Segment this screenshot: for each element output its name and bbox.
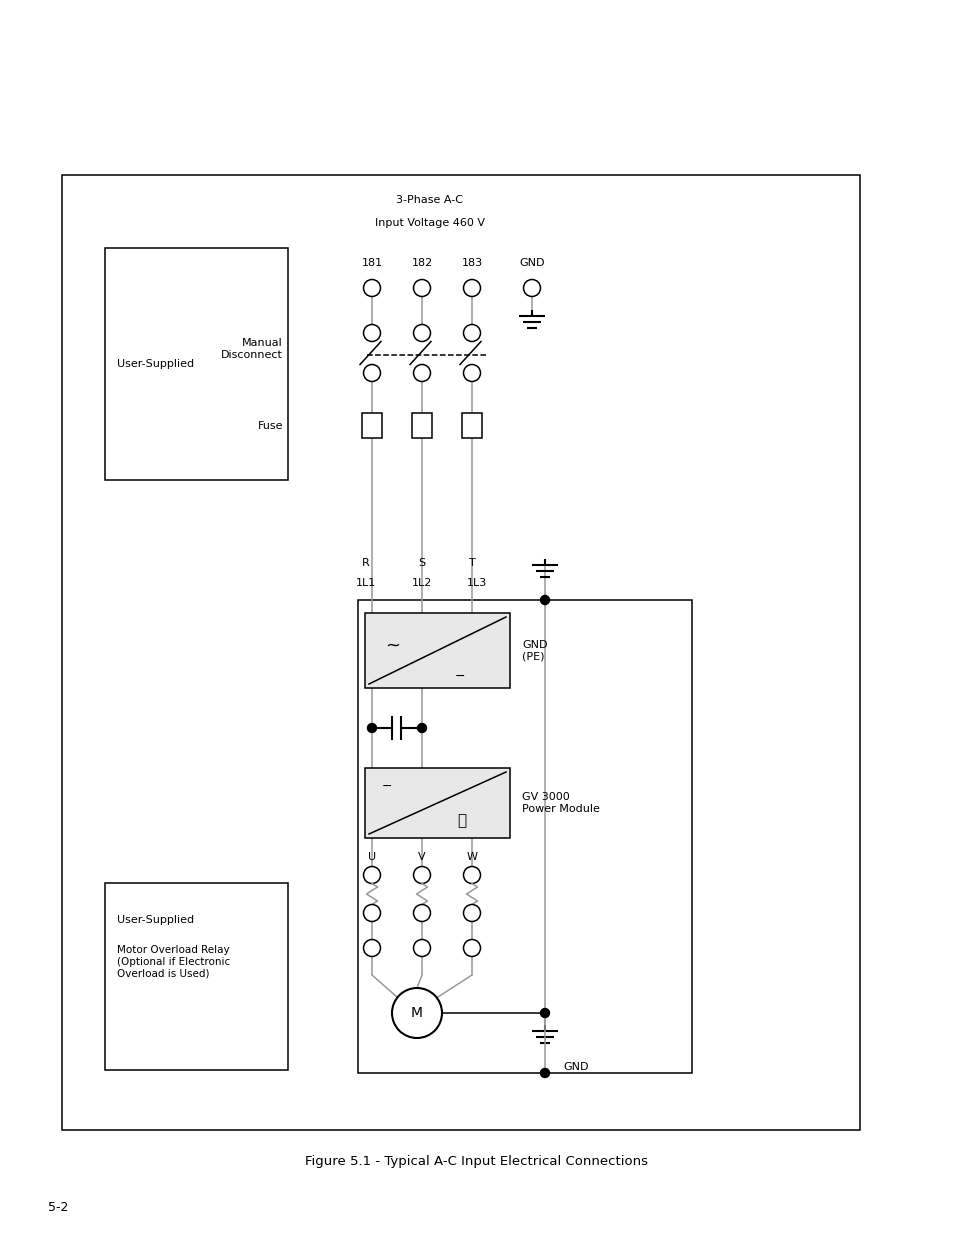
Bar [105, 248, 288, 480]
Circle shape [540, 1009, 549, 1018]
Circle shape [413, 279, 430, 296]
Circle shape [463, 904, 480, 921]
Circle shape [363, 904, 380, 921]
Text: 182: 182 [411, 258, 432, 268]
Text: 1L1: 1L1 [355, 578, 375, 588]
Text: −: − [381, 779, 392, 793]
Text: M: M [411, 1007, 422, 1020]
Text: Motor Overload Relay
(Optional if Electronic
Overload is Used): Motor Overload Relay (Optional if Electr… [117, 945, 230, 978]
Circle shape [363, 940, 380, 956]
Bar [365, 613, 510, 688]
Bar [365, 768, 510, 839]
Text: GND: GND [518, 258, 544, 268]
Text: 1L3: 1L3 [466, 578, 487, 588]
Text: ~: ~ [385, 637, 400, 655]
Text: Manual
Disconnect: Manual Disconnect [221, 338, 283, 359]
Text: User-Supplied: User-Supplied [117, 915, 193, 925]
Circle shape [413, 325, 430, 342]
Bar [357, 600, 691, 1073]
Text: Figure 5.1 - Typical A-C Input Electrical Connections: Figure 5.1 - Typical A-C Input Electrica… [305, 1155, 648, 1167]
Circle shape [463, 940, 480, 956]
Bar [461, 412, 481, 438]
Bar [105, 883, 288, 1070]
Text: Fuse: Fuse [257, 420, 283, 431]
Text: GND
(PE): GND (PE) [521, 640, 547, 661]
Text: 3-Phase A-C: 3-Phase A-C [396, 195, 463, 205]
Text: S: S [418, 558, 425, 568]
Circle shape [363, 364, 380, 382]
Circle shape [463, 867, 480, 883]
Circle shape [363, 867, 380, 883]
Bar [361, 412, 381, 438]
Text: −: − [455, 669, 465, 683]
Circle shape [363, 325, 380, 342]
Circle shape [413, 904, 430, 921]
Text: GND: GND [562, 1062, 588, 1072]
Circle shape [540, 1068, 549, 1077]
Circle shape [392, 988, 441, 1037]
Circle shape [413, 940, 430, 956]
Text: U: U [368, 852, 375, 862]
Text: W: W [466, 852, 477, 862]
Text: 183: 183 [461, 258, 482, 268]
Circle shape [367, 724, 376, 732]
Text: 1L2: 1L2 [412, 578, 432, 588]
Text: Input Voltage 460 V: Input Voltage 460 V [375, 219, 484, 228]
Text: R: R [362, 558, 370, 568]
Text: T: T [468, 558, 475, 568]
Circle shape [540, 595, 549, 604]
Circle shape [463, 279, 480, 296]
Circle shape [523, 279, 540, 296]
Circle shape [413, 364, 430, 382]
Circle shape [463, 364, 480, 382]
Circle shape [463, 325, 480, 342]
Text: 5-2: 5-2 [48, 1202, 69, 1214]
Text: GV 3000
Power Module: GV 3000 Power Module [521, 792, 599, 814]
Text: User-Supplied: User-Supplied [117, 359, 193, 369]
Text: ⤳: ⤳ [456, 814, 466, 829]
Bar [412, 412, 432, 438]
Text: V: V [417, 852, 425, 862]
Bar [62, 175, 859, 1130]
Circle shape [413, 867, 430, 883]
Circle shape [363, 279, 380, 296]
Circle shape [417, 724, 426, 732]
Text: 181: 181 [361, 258, 382, 268]
